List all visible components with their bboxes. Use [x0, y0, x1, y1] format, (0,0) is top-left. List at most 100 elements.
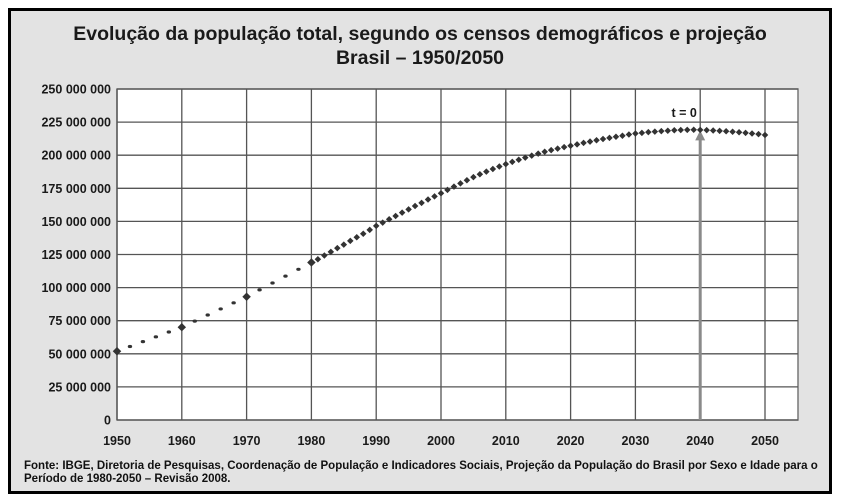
- projection-point: [457, 180, 464, 187]
- projection-point: [489, 165, 497, 173]
- projection-point: [528, 152, 535, 159]
- projection-point: [722, 127, 730, 135]
- census-interp-dot: [218, 307, 223, 311]
- x-tick-label: 1990: [362, 434, 390, 448]
- projection-point: [703, 126, 710, 134]
- y-tick-label: 100 000 000: [41, 281, 111, 295]
- projection-point: [677, 126, 685, 134]
- x-tick-label: 2010: [492, 434, 520, 448]
- census-interp-dot: [192, 319, 197, 323]
- census-point: [177, 322, 187, 332]
- census-interp-dot: [270, 281, 275, 285]
- y-tick-label: 175 000 000: [41, 182, 111, 196]
- projection-point: [547, 146, 555, 154]
- census-interp-dot: [127, 344, 133, 349]
- projection-point: [664, 127, 672, 134]
- y-tick-label: 25 000 000: [48, 380, 111, 394]
- census-point: [242, 292, 251, 301]
- projection-point: [567, 142, 574, 150]
- projection-point: [690, 126, 697, 134]
- projection-point: [502, 160, 510, 168]
- x-tick-label: 1960: [168, 434, 196, 448]
- projection-point: [431, 193, 438, 200]
- projection-point: [606, 134, 613, 142]
- projection-point: [340, 241, 348, 248]
- projection-point: [619, 132, 626, 139]
- census-point: [112, 347, 122, 356]
- y-tick-label: 75 000 000: [48, 314, 111, 328]
- x-tick-label: 2020: [557, 434, 585, 448]
- projection-point: [424, 196, 432, 203]
- x-tick-label: 2030: [621, 434, 649, 448]
- x-tick-label: 1970: [233, 434, 261, 448]
- y-tick-label: 125 000 000: [41, 248, 111, 262]
- projection-point: [735, 129, 743, 136]
- subtitle-line: Brasil – 1950/2050: [335, 47, 505, 69]
- projection-point: [411, 202, 419, 210]
- projection-point: [392, 212, 399, 220]
- projection-point: [761, 131, 769, 139]
- y-tick-label: 250 000 000: [41, 83, 111, 97]
- projection-point: [385, 216, 393, 223]
- y-tick-label: 150 000 000: [41, 215, 111, 229]
- projection-point: [573, 141, 581, 148]
- projection-point: [748, 130, 756, 137]
- t0-label: t = 0: [672, 106, 697, 120]
- census-interp-dot: [205, 313, 210, 317]
- projection-point: [450, 183, 458, 190]
- census-interp-dot: [231, 301, 236, 305]
- projection-point: [580, 139, 587, 147]
- x-tick-label: 1980: [297, 434, 325, 448]
- projection-point: [347, 237, 354, 245]
- projection-point: [321, 252, 328, 259]
- projection-point: [496, 163, 503, 170]
- projection-point: [509, 158, 516, 166]
- projection-point: [638, 129, 646, 137]
- census-interp-dot: [257, 288, 262, 292]
- projection-point: [483, 168, 490, 175]
- projection-point: [742, 129, 749, 137]
- projection-point: [560, 143, 568, 151]
- x-tick-label: 1950: [103, 434, 131, 448]
- y-tick-label: 225 000 000: [41, 116, 111, 130]
- projection-point: [658, 127, 665, 135]
- t0-arrow-head: [695, 130, 706, 141]
- projection-point: [521, 154, 529, 161]
- projection-point: [379, 219, 386, 226]
- projection-point: [476, 171, 484, 178]
- projection-point: [366, 226, 373, 234]
- projection-point: [314, 256, 322, 263]
- projection-point: [716, 127, 723, 135]
- y-tick-label: 200 000 000: [41, 149, 111, 163]
- projection-point: [515, 156, 523, 163]
- census-interp-dot: [140, 340, 146, 344]
- x-tick-label: 2050: [751, 434, 779, 448]
- census-interp-dot: [283, 274, 288, 278]
- projection-point: [470, 173, 477, 181]
- title-line: Evolução da população total, segundo os …: [73, 23, 767, 45]
- projection-point: [463, 176, 471, 184]
- projection-point: [683, 126, 691, 134]
- projection-point: [444, 186, 451, 194]
- projection-point: [541, 148, 548, 156]
- x-tick-label: 2000: [427, 434, 455, 448]
- projection-point: [405, 206, 412, 213]
- census-interp-dot: [166, 330, 172, 334]
- census-interp-dot: [153, 335, 159, 339]
- projection-point: [372, 222, 380, 230]
- projection-point: [729, 128, 736, 136]
- projection-point: [353, 234, 361, 241]
- projection-point: [437, 189, 445, 197]
- chart-title: Evolução da população total, segundo os …: [11, 22, 829, 70]
- projection-point: [625, 131, 633, 138]
- projection-point: [359, 230, 367, 237]
- projection-point: [327, 248, 335, 256]
- census-interp-dot: [296, 267, 301, 271]
- projection-point: [599, 135, 607, 143]
- y-tick-label: 50 000 000: [48, 347, 111, 361]
- projection-point: [586, 138, 594, 145]
- projection-point: [554, 145, 561, 152]
- projection-point: [534, 150, 542, 157]
- source-note: Fonte: IBGE, Diretoria de Pesquisas, Coo…: [24, 460, 818, 485]
